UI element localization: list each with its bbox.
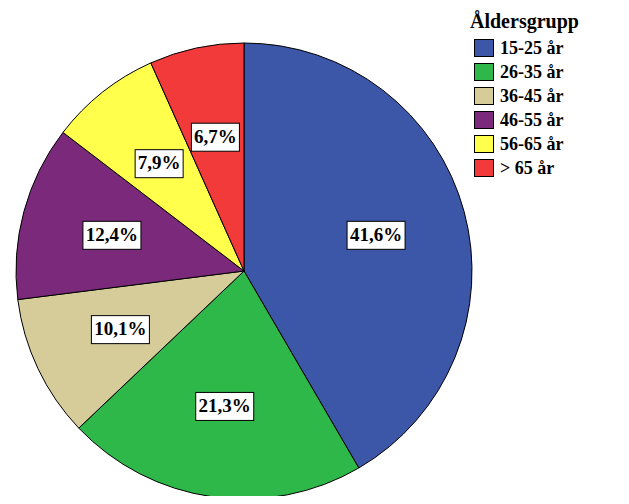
svg-text:6,7%: 6,7% xyxy=(194,126,237,147)
svg-text:12,4%: 12,4% xyxy=(86,224,138,245)
svg-text:7,9%: 7,9% xyxy=(138,152,181,173)
html-text:36-45 år: 36-45 år xyxy=(500,85,564,106)
html-text:46-55 år: 46-55 år xyxy=(500,109,564,130)
svg-text:41,6%: 41,6% xyxy=(350,224,402,245)
svg-text:21,3%: 21,3% xyxy=(199,395,251,416)
html-text:56-65 år: 56-65 år xyxy=(500,133,564,154)
html-text:15-25 år: 15-25 år xyxy=(500,37,564,58)
html-text:> 65 år: > 65 år xyxy=(500,157,555,178)
svg-text:10,1%: 10,1% xyxy=(94,318,146,339)
html-text:Åldersgrupp: Åldersgrupp xyxy=(470,10,579,32)
html-text:26-35 år: 26-35 år xyxy=(500,61,564,82)
